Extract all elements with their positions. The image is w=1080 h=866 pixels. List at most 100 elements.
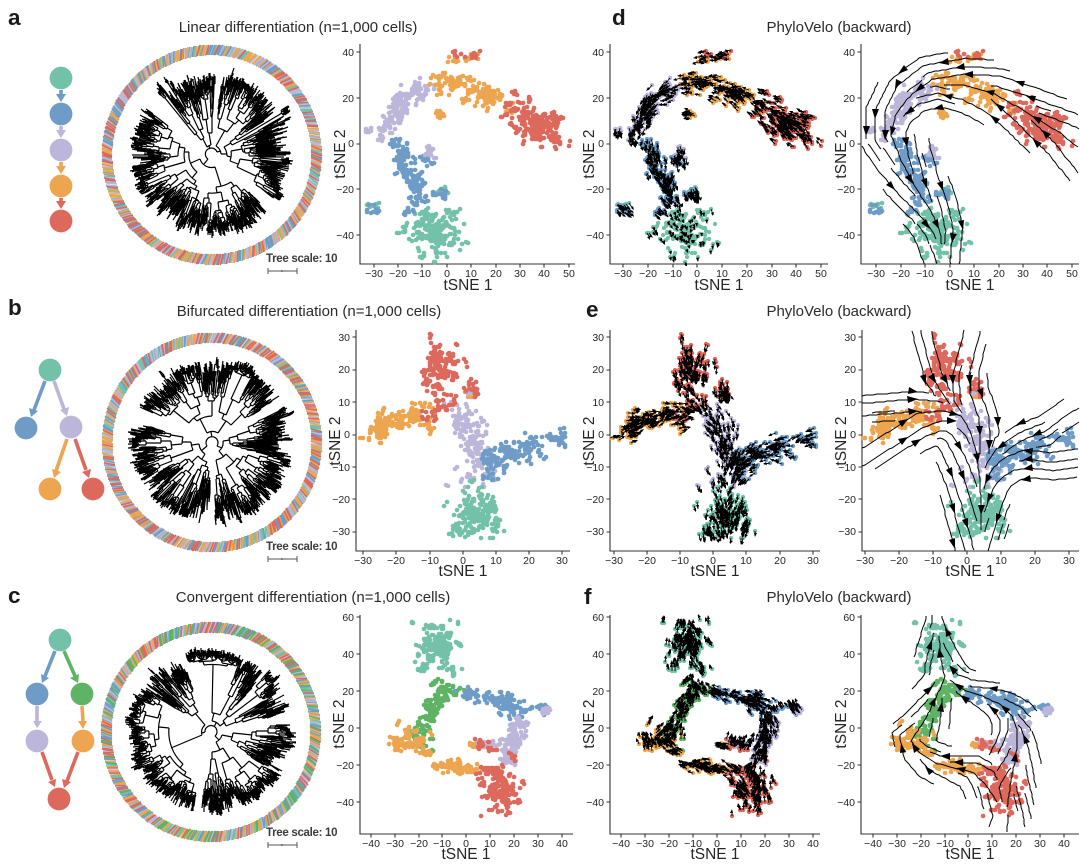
svg-text:10: 10: [592, 397, 604, 409]
svg-text:−20: −20: [837, 760, 855, 772]
svg-text:0: 0: [598, 723, 604, 735]
svg-text:0: 0: [460, 555, 466, 567]
svg-text:tSNE 2: tSNE 2: [833, 416, 850, 465]
svg-text:−10: −10: [586, 462, 604, 474]
svg-text:d: d: [612, 5, 626, 30]
svg-text:0: 0: [598, 429, 604, 441]
svg-text:−30: −30: [856, 555, 874, 567]
svg-text:40: 40: [556, 838, 568, 850]
svg-text:0: 0: [348, 138, 354, 150]
svg-text:−30: −30: [614, 268, 632, 280]
svg-text:10: 10: [338, 397, 350, 409]
svg-text:40: 40: [807, 838, 819, 850]
svg-text:20: 20: [508, 838, 520, 850]
svg-text:10: 10: [740, 555, 752, 567]
svg-text:40: 40: [538, 268, 550, 280]
svg-text:40: 40: [790, 268, 802, 280]
svg-text:20: 20: [1010, 838, 1022, 850]
svg-text:−30: −30: [354, 555, 372, 567]
svg-text:40: 40: [592, 47, 604, 59]
svg-text:−10: −10: [413, 268, 431, 280]
svg-text:Linear differentiation (n=1,00: Linear differentiation (n=1,000 cells): [179, 19, 418, 36]
svg-text:c: c: [8, 583, 21, 608]
svg-text:−10: −10: [433, 838, 451, 850]
svg-text:−40: −40: [362, 838, 380, 850]
svg-text:PhyloVelo (backward): PhyloVelo (backward): [766, 19, 911, 36]
svg-text:20: 20: [774, 555, 786, 567]
svg-text:tSNE 2: tSNE 2: [327, 416, 344, 465]
svg-text:−20: −20: [660, 838, 678, 850]
svg-text:−10: −10: [421, 555, 439, 567]
svg-text:20: 20: [843, 686, 855, 698]
svg-text:−40: −40: [336, 230, 354, 242]
svg-text:10: 10: [995, 555, 1007, 567]
svg-text:−40: −40: [864, 838, 882, 850]
svg-text:40: 40: [1058, 838, 1070, 850]
svg-text:e: e: [586, 297, 599, 322]
svg-text:tSNE 1: tSNE 1: [945, 846, 994, 861]
svg-text:−40: −40: [336, 797, 354, 809]
svg-text:20: 20: [843, 93, 855, 105]
svg-text:−30: −30: [365, 268, 383, 280]
svg-text:−20: −20: [336, 184, 354, 196]
svg-text:tSNE 2: tSNE 2: [581, 129, 598, 178]
svg-text:Tree scale: 10: Tree scale: 10: [266, 827, 337, 839]
svg-text:40: 40: [1041, 268, 1053, 280]
svg-text:20: 20: [342, 686, 354, 698]
svg-text:10: 10: [484, 838, 496, 850]
svg-text:Convergent differentiation (n=: Convergent differentiation (n=1,000 cell…: [176, 589, 450, 606]
svg-text:20: 20: [741, 268, 753, 280]
svg-text:30: 30: [766, 268, 778, 280]
svg-text:−20: −20: [586, 760, 604, 772]
svg-text:10: 10: [968, 268, 980, 280]
svg-text:b: b: [8, 295, 22, 320]
svg-text:50: 50: [1066, 268, 1078, 280]
svg-text:−40: −40: [586, 797, 604, 809]
svg-text:tSNE 2: tSNE 2: [581, 699, 598, 748]
svg-text:50: 50: [563, 268, 575, 280]
svg-text:0: 0: [598, 138, 604, 150]
svg-text:0: 0: [849, 723, 855, 735]
svg-text:−10: −10: [838, 462, 856, 474]
svg-text:20: 20: [342, 93, 354, 105]
svg-text:a: a: [8, 5, 21, 30]
svg-text:−30: −30: [888, 838, 906, 850]
svg-text:−20: −20: [638, 555, 656, 567]
svg-text:tSNE 1: tSNE 1: [438, 563, 487, 580]
svg-text:30: 30: [556, 555, 568, 567]
svg-text:30: 30: [514, 268, 526, 280]
svg-text:−20: −20: [332, 494, 350, 506]
svg-text:−10: −10: [664, 268, 682, 280]
svg-text:−10: −10: [332, 462, 350, 474]
svg-text:30: 30: [807, 555, 819, 567]
svg-text:0: 0: [710, 555, 716, 567]
svg-text:10: 10: [465, 268, 477, 280]
svg-text:20: 20: [993, 268, 1005, 280]
svg-text:−10: −10: [916, 268, 934, 280]
svg-text:30: 30: [592, 332, 604, 344]
svg-text:−20: −20: [410, 838, 428, 850]
svg-text:10: 10: [986, 838, 998, 850]
svg-text:−30: −30: [867, 268, 885, 280]
svg-text:20: 20: [338, 364, 350, 376]
svg-text:40: 40: [342, 649, 354, 661]
svg-text:60: 60: [342, 612, 354, 624]
svg-text:30: 30: [783, 838, 795, 850]
svg-text:0: 0: [694, 268, 700, 280]
svg-text:10: 10: [716, 268, 728, 280]
svg-text:tSNE 1: tSNE 1: [441, 846, 490, 861]
svg-text:tSNE 2: tSNE 2: [332, 129, 349, 178]
svg-text:−20: −20: [639, 268, 657, 280]
svg-text:−20: −20: [586, 184, 604, 196]
svg-text:Tree scale: 10: Tree scale: 10: [266, 253, 337, 265]
svg-text:−40: −40: [837, 230, 855, 242]
svg-text:30: 30: [1017, 268, 1029, 280]
svg-text:0: 0: [348, 723, 354, 735]
svg-text:0: 0: [714, 838, 720, 850]
svg-text:0: 0: [463, 838, 469, 850]
svg-text:−20: −20: [892, 268, 910, 280]
svg-text:−30: −30: [636, 838, 654, 850]
svg-text:20: 20: [844, 364, 856, 376]
svg-text:20: 20: [490, 268, 502, 280]
svg-text:20: 20: [592, 364, 604, 376]
